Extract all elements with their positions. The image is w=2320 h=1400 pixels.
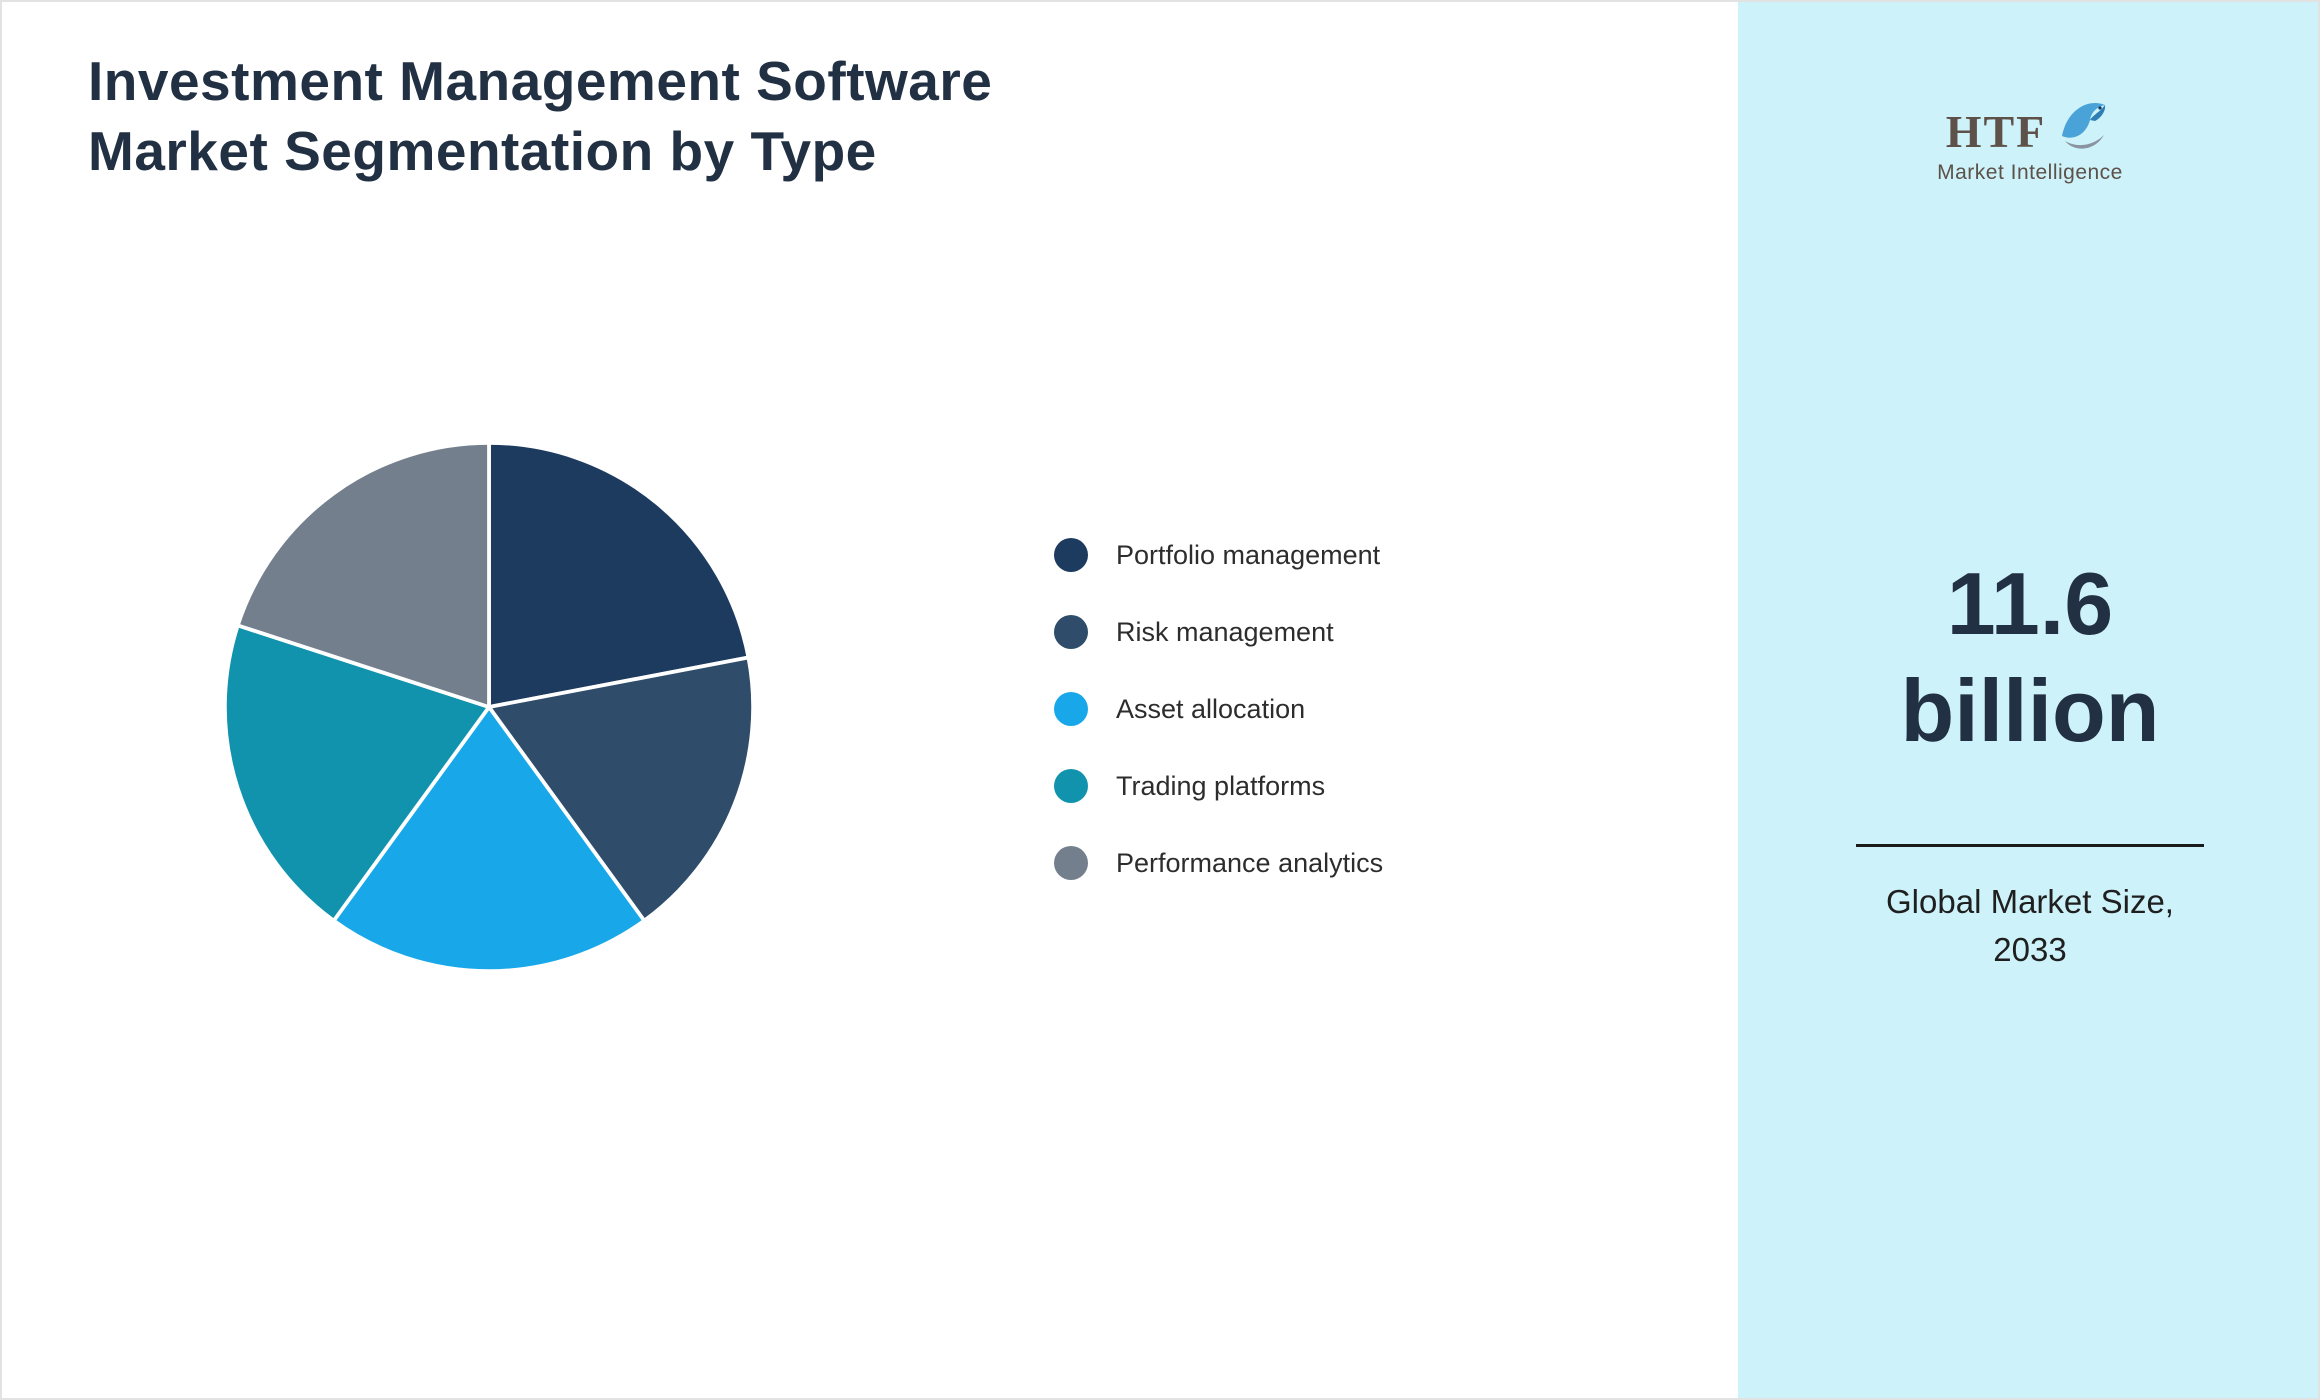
legend-label: Trading platforms <box>1116 770 1326 801</box>
legend: Portfolio management Risk management Asset… <box>1054 530 1383 915</box>
legend-label: Performance analytics <box>1116 847 1384 878</box>
pie-slice-portfolio-management <box>487 440 751 709</box>
pie-slice-trading-platforms <box>223 623 491 923</box>
pie-slice-risk-management <box>487 655 756 923</box>
legend-label: Risk management <box>1116 616 1334 647</box>
legend-color-dot <box>1054 615 1088 649</box>
legend-label: Portfolio management <box>1116 539 1381 570</box>
legend-item-performance-analytics: Performance analytics <box>1054 838 1383 888</box>
legend-label: Asset allocation <box>1116 693 1306 724</box>
market-size-value-line2: billion <box>1900 661 2160 761</box>
market-size-caption-line2: 2033 <box>1993 930 2067 968</box>
legend-color-dot <box>1054 846 1088 880</box>
brand-logo: HTF Market Intelligence <box>1738 94 2318 185</box>
legend-color-dot <box>1054 692 1088 726</box>
legend-item-trading-platforms: Trading platforms <box>1054 761 1383 811</box>
pie-chart-svg <box>223 440 756 973</box>
legend-item-portfolio-management: Portfolio management <box>1054 530 1383 580</box>
brand-logo-subtext: Market Intelligence <box>1937 161 2123 184</box>
market-size-caption-line1: Global Market Size, <box>1886 883 2174 920</box>
divider-line <box>1856 844 2204 847</box>
market-size-caption: Global Market Size, 2033 <box>1738 878 2318 974</box>
legend-item-risk-management: Risk management <box>1054 607 1383 657</box>
page-title: Investment Management Software Market Se… <box>88 46 992 187</box>
page-title-line1: Investment Management Software <box>88 50 993 112</box>
legend-item-asset-allocation: Asset allocation <box>1054 684 1383 734</box>
pie-slice-performance-analytics <box>235 440 491 709</box>
legend-color-dot <box>1054 769 1088 803</box>
sidebar-panel: HTF Market Intelligence 11.6 billion Glo… <box>1738 2 2318 1398</box>
brand-logo-text: HTF <box>1945 106 2047 157</box>
dolphin-icon <box>2052 94 2114 155</box>
page-title-line2: Market Segmentation by Type <box>88 120 877 183</box>
legend-color-dot <box>1054 538 1088 572</box>
market-size-value-line1: 11.6 <box>1946 554 2114 653</box>
pie-slice-asset-allocation <box>331 705 647 973</box>
pie-chart <box>206 424 772 990</box>
market-size-value: 11.6 billion <box>1738 550 2318 765</box>
